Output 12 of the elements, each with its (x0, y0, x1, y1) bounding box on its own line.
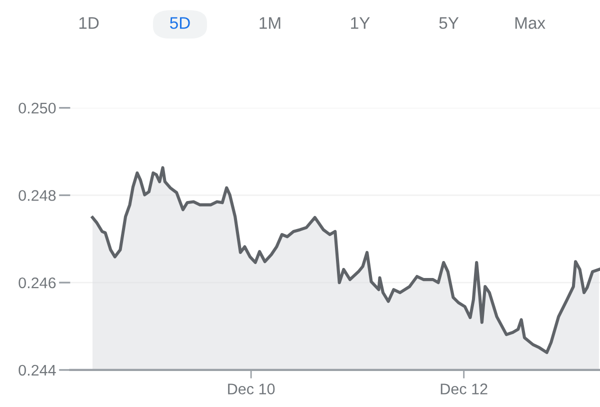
text: 5D (170, 17, 190, 29)
text: 1M (260, 17, 280, 29)
y-tick-label: 0.244 (18, 364, 56, 376)
text: 1D (79, 17, 99, 29)
y-tick-label: 0.248 (18, 190, 56, 201)
y-tick-label: 0.246 (18, 277, 56, 288)
x-tick-label: Dec 10 (228, 384, 275, 394)
y-tick-label: 0.250 (18, 102, 56, 114)
text: Max (515, 17, 546, 29)
text: 1Y (351, 17, 370, 29)
text: 5Y (439, 17, 459, 29)
x-tick-label: Dec 12 (440, 384, 488, 394)
